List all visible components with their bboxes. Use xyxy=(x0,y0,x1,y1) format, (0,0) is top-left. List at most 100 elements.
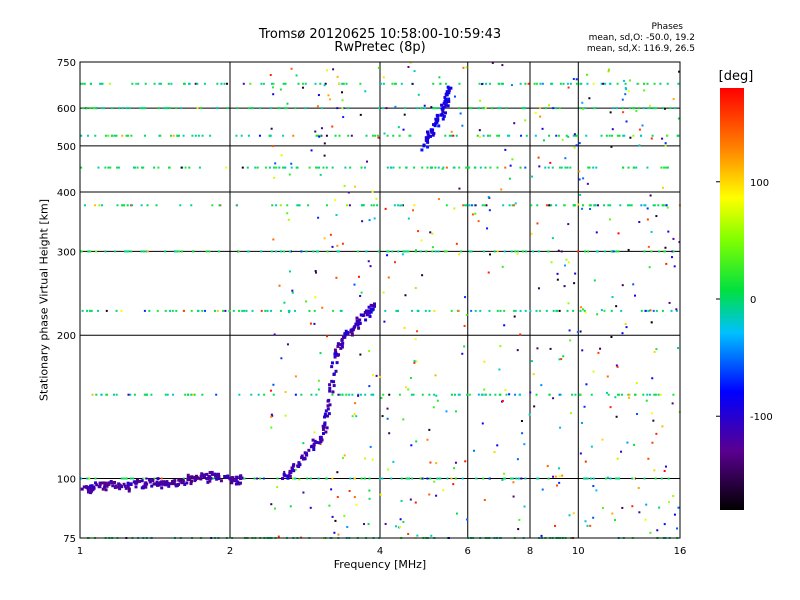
band-point xyxy=(493,250,496,253)
trace-point xyxy=(321,427,325,431)
trace-point xyxy=(430,130,434,134)
scatter-point xyxy=(323,154,326,157)
trace-point xyxy=(367,305,371,309)
band-point xyxy=(419,250,422,253)
band-point xyxy=(134,166,137,169)
band-point xyxy=(218,204,221,207)
scatter-point xyxy=(354,402,357,405)
band-point xyxy=(109,166,112,169)
band-point xyxy=(205,250,208,253)
band-point xyxy=(416,107,419,110)
band-point xyxy=(80,134,83,137)
trace-point xyxy=(87,490,91,494)
band-point xyxy=(672,250,675,253)
scatter-point xyxy=(582,108,585,111)
band-point xyxy=(458,82,461,85)
trace-point xyxy=(189,482,193,486)
trace-point xyxy=(105,484,109,488)
trace-point xyxy=(224,476,228,480)
band-point xyxy=(280,250,283,253)
trace-point xyxy=(328,403,332,407)
scatter-point xyxy=(321,306,324,309)
band-point xyxy=(315,393,318,396)
band-point xyxy=(644,204,647,207)
scatter-point xyxy=(445,410,448,413)
band-point xyxy=(359,393,362,396)
band-point xyxy=(505,393,508,396)
band-point xyxy=(431,250,434,253)
trace-point xyxy=(160,486,164,490)
scatter-point xyxy=(651,441,654,444)
scatter-point xyxy=(453,95,456,98)
scatter-point xyxy=(672,97,675,100)
band-point xyxy=(266,309,269,312)
band-point xyxy=(484,393,487,396)
band-point xyxy=(603,250,606,253)
scatter-point xyxy=(563,264,566,267)
trace-point xyxy=(335,352,339,356)
y-tick-label: 500 xyxy=(57,142,76,153)
band-point xyxy=(523,107,526,110)
band-point xyxy=(338,250,341,253)
band-point xyxy=(104,166,107,169)
band-point xyxy=(93,107,96,110)
scatter-point xyxy=(625,326,628,329)
scatter-point xyxy=(272,238,275,241)
trace-point xyxy=(116,485,120,489)
scatter-point xyxy=(540,384,543,387)
band-point xyxy=(484,166,487,169)
band-point xyxy=(325,134,328,137)
scatter-point xyxy=(666,206,669,209)
trace-point xyxy=(431,133,435,137)
band-point xyxy=(630,204,633,207)
trace-point xyxy=(437,124,441,128)
scatter-point xyxy=(592,370,595,373)
band-point xyxy=(171,309,174,312)
scatter-point xyxy=(622,111,625,114)
x-tick-label: 6 xyxy=(465,546,471,557)
trace-point xyxy=(324,430,328,434)
trace-point xyxy=(332,380,336,384)
scatter-point xyxy=(552,397,555,400)
scatter-point xyxy=(554,475,557,478)
band-point xyxy=(589,477,592,480)
scatter-point xyxy=(646,218,649,221)
band-point xyxy=(126,250,129,253)
band-point xyxy=(338,134,341,137)
band-point xyxy=(483,204,486,207)
scatter-point xyxy=(499,345,502,348)
colorbar-title: [deg] xyxy=(718,69,754,84)
scatter-point xyxy=(302,491,305,494)
band-point xyxy=(481,393,484,396)
band-point xyxy=(397,250,400,253)
band-point xyxy=(79,82,82,85)
band-point xyxy=(392,166,395,169)
band-point xyxy=(612,107,615,110)
scatter-point xyxy=(481,422,484,425)
scatter-point xyxy=(417,93,420,96)
band-point xyxy=(153,166,156,169)
scatter-point xyxy=(551,237,554,240)
trace-point xyxy=(368,314,372,318)
band-point xyxy=(674,107,677,110)
trace-point xyxy=(326,407,330,411)
trace-point xyxy=(195,476,199,480)
scatter-point xyxy=(442,489,445,492)
scatter-point xyxy=(516,252,519,255)
band-point xyxy=(172,134,175,137)
trace-point xyxy=(281,477,285,481)
band-point xyxy=(258,107,261,110)
scatter-point xyxy=(387,276,390,279)
trace-point xyxy=(174,484,178,488)
trace-point xyxy=(165,481,169,485)
band-point xyxy=(658,250,661,253)
band-point xyxy=(155,204,158,207)
scatter-point xyxy=(622,79,625,82)
scatter-point xyxy=(269,74,272,77)
scatter-point xyxy=(413,360,416,363)
band-point xyxy=(104,134,107,137)
band-point xyxy=(281,166,284,169)
band-point xyxy=(115,134,118,137)
band-point xyxy=(511,477,514,480)
